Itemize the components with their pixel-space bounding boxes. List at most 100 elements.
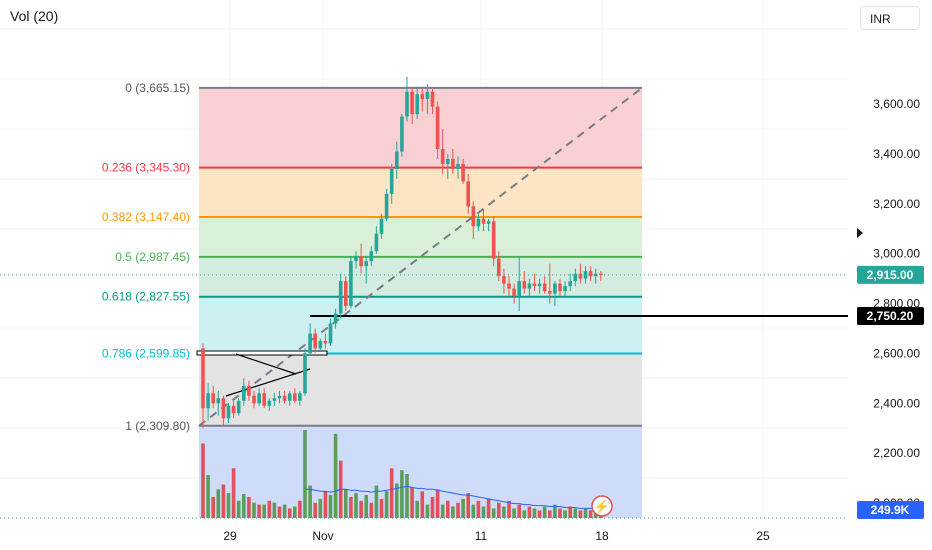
candle-body (558, 283, 562, 292)
volume-bar (379, 498, 384, 518)
fib-label: 0.5 (2,987.45) (115, 250, 190, 264)
candle-body (446, 158, 450, 164)
volume-bar (247, 496, 251, 518)
x-tick-label: Nov (312, 529, 333, 543)
candle-body (201, 348, 205, 409)
candle-body (359, 256, 363, 267)
fib-trend-line (198, 87, 643, 427)
volume-bar (384, 491, 389, 518)
volume-bar (359, 500, 363, 518)
volume-bar (349, 496, 353, 518)
volume-bar (287, 508, 292, 518)
price-axis: 2,000.002,200.002,400.002,600.002,800.00… (873, 97, 920, 510)
fib-zone (199, 216, 642, 257)
fib-label: 0 (3,665.15) (125, 81, 190, 95)
drawings (196, 87, 848, 427)
y-tick-label: 2,400.00 (873, 396, 920, 410)
fib-zone (199, 296, 642, 354)
volume-bar (532, 508, 537, 518)
volume-bar (226, 493, 231, 518)
volume-bar (466, 493, 470, 518)
candle-body (313, 333, 317, 349)
candle-body (532, 283, 537, 287)
candle-body (471, 206, 476, 227)
volume-bar (333, 433, 338, 518)
candle-body (522, 281, 527, 289)
candle-body (221, 398, 226, 419)
y-tick-label: 2,200.00 (873, 446, 920, 460)
x-tick-label: 18 (595, 529, 609, 543)
volume-bar (578, 510, 583, 518)
volume-bar (293, 506, 297, 518)
volume-bar (242, 494, 246, 518)
candle-body (502, 276, 506, 284)
candle-body (476, 218, 481, 227)
fib-label: 1 (2,309.80) (125, 419, 190, 433)
time-axis: 29 Nov 11 18 25 (223, 529, 770, 543)
volume-bar (389, 468, 394, 518)
volume-bar (497, 502, 501, 518)
volume-bar (344, 489, 348, 518)
volume-bar (425, 504, 430, 518)
candle-body (333, 313, 338, 324)
volume-bar (400, 470, 404, 518)
volume-bar (267, 500, 272, 518)
triangle-upper (235, 353, 297, 375)
currency-selector[interactable]: INR (860, 6, 920, 30)
volume-bar (471, 504, 476, 518)
y-tick-label: 3,400.00 (873, 147, 920, 161)
scale-marker-icon (857, 228, 863, 238)
candle-body (461, 163, 465, 182)
volume-bar (262, 504, 266, 518)
volume-bar (201, 443, 205, 518)
fib-label: 0.382 (3,147.40) (102, 210, 190, 224)
candle-body (389, 168, 394, 194)
candle-body (247, 385, 251, 396)
volume-bar (456, 502, 460, 518)
last-price-tag: 2,915.00 (867, 268, 914, 282)
volume-bar (435, 489, 440, 518)
volume-bar (553, 504, 557, 518)
candle-body (206, 393, 210, 409)
volume-bar (542, 506, 547, 518)
volume-tag: 249.9K (871, 503, 910, 517)
volume-bar (236, 500, 241, 518)
volume-bar (420, 491, 425, 518)
fib-zones (199, 87, 642, 518)
indicator-label: Vol (20) (10, 8, 59, 24)
fib-zone (199, 87, 642, 168)
candle-body (415, 94, 419, 115)
volume-bar (369, 502, 374, 518)
candle-body (435, 106, 440, 149)
volume-bar (573, 508, 578, 518)
candle-body (563, 286, 567, 292)
price-tags: 2,915.00 2,750.20 249.9K (857, 228, 924, 519)
volume-bar (282, 504, 287, 518)
volume-bar (216, 489, 221, 518)
candle-body (349, 261, 353, 307)
candle-body (242, 385, 246, 401)
candle-body (298, 393, 302, 401)
volume-bar (231, 468, 236, 518)
candle-body (262, 393, 266, 406)
fib-label: 0.236 (3,345.30) (102, 161, 190, 175)
volume-bar (395, 483, 399, 518)
candle-body (364, 261, 368, 267)
candle-body (578, 273, 583, 279)
fib-label: 0.618 (2,827.55) (102, 290, 190, 304)
volume-bar (303, 430, 307, 518)
volume-bar (563, 510, 567, 518)
fib-zone (199, 353, 642, 426)
volume-bar (537, 510, 542, 518)
volume-bar (405, 474, 409, 518)
fib-labels: 0 (3,665.15) 0.236 (3,345.30) 0.382 (3,147… (102, 81, 190, 433)
candle-body (548, 291, 552, 294)
volume-bar (272, 502, 277, 518)
candle-body (374, 233, 379, 252)
volume-bar (522, 510, 527, 518)
fib-zone (199, 256, 642, 297)
candle-body (527, 283, 532, 289)
volume-bar (486, 498, 491, 518)
volume-bar (257, 504, 261, 518)
